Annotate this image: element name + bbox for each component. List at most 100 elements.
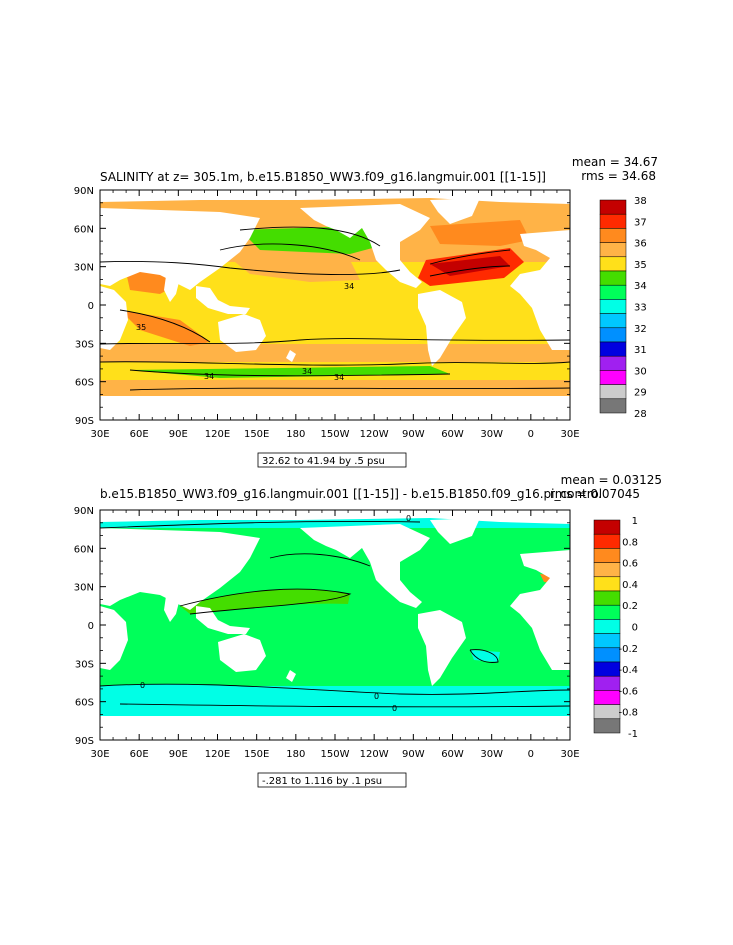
colorbar-label: 1 xyxy=(632,516,638,527)
colorbar-label: 0.4 xyxy=(622,580,638,591)
x-tick-label: 120W xyxy=(360,749,389,760)
x-tick-label: 30W xyxy=(480,429,503,440)
y-tick-label: 90S xyxy=(75,416,94,427)
x-tick-labels: 30E 60E 90E 120E 150E 180 150W 120W 90W 60W 30W 0 30… xyxy=(90,429,579,440)
x-tick-label: 60E xyxy=(130,749,149,760)
colorbar-swatch xyxy=(593,661,621,677)
colorbar-swatch xyxy=(599,370,627,385)
colorbar-swatch xyxy=(599,341,627,357)
x-tick-label: 30E xyxy=(90,429,109,440)
colorbar-swatch xyxy=(599,242,627,258)
colorbar: 1 0.8 0.6 0.4 0.2 0 -0.2 -0.4 -0.6 -0.8 -1 xyxy=(593,516,638,740)
colorbar-swatch xyxy=(593,718,621,734)
colorbar-label: 34 xyxy=(634,281,647,292)
ocean-band xyxy=(120,310,210,346)
colorbar-label: -0.4 xyxy=(618,665,638,676)
contour-label: 34 xyxy=(334,373,344,382)
ocean-band xyxy=(470,650,500,662)
ocean-band xyxy=(180,589,350,614)
x-tick-label: 30W xyxy=(480,749,503,760)
colorbar-swatch xyxy=(599,228,627,243)
x-tick-marks xyxy=(99,510,571,740)
x-tick-label: 90E xyxy=(169,429,188,440)
x-tick-label: 30E xyxy=(90,749,109,760)
colorbar-swatch xyxy=(593,690,621,705)
x-tick-label: 150E xyxy=(244,429,269,440)
x-tick-label: 60W xyxy=(441,749,464,760)
colorbar-label: 31 xyxy=(634,345,647,356)
stat-mean: mean = 34.67 xyxy=(572,155,658,169)
x-tick-label: 0 xyxy=(528,429,534,440)
x-tick-label: 60E xyxy=(130,429,149,440)
colorbar-swatch xyxy=(599,270,627,286)
colorbar-swatch xyxy=(593,675,621,691)
y-tick-label: 0 xyxy=(88,301,94,312)
x-tick-label: 150E xyxy=(244,749,269,760)
colorbar-swatch xyxy=(599,398,627,414)
y-tick-label: 30S xyxy=(75,659,94,670)
colorbar-label: 38 xyxy=(634,196,647,207)
y-tick-marks xyxy=(100,189,570,421)
x-tick-label: 30E xyxy=(560,749,579,760)
ocean-band xyxy=(100,684,570,718)
colorbar-label: -0.2 xyxy=(618,644,638,655)
y-tick-label: 30S xyxy=(75,339,94,350)
colorbar-swatch xyxy=(593,548,621,563)
colorbar-swatch xyxy=(593,519,621,535)
colorbar-swatch xyxy=(593,533,621,549)
stat-mean: mean = 0.03125 xyxy=(561,473,662,487)
colorbar-label: 28 xyxy=(634,409,647,420)
y-tick-labels: 90N 60N 30N 0 30S 60S 90S xyxy=(74,506,94,747)
colorbar-swatch xyxy=(599,327,627,343)
colorbar-swatch xyxy=(593,604,621,620)
contour-label: 0 xyxy=(140,681,145,690)
panel-title: SALINITY at z= 305.1m, b.e15.B1850_WW3.f… xyxy=(100,170,546,184)
y-tick-labels: 90N 60N 30N 0 30S 60S 90S xyxy=(74,186,94,427)
colorbar-label: 30 xyxy=(634,366,647,377)
x-tick-label: 90E xyxy=(169,749,188,760)
x-tick-label: 90W xyxy=(402,429,425,440)
contour-label-group: 34 35 34 34 34 xyxy=(136,282,354,382)
colorbar-swatch xyxy=(599,213,627,229)
x-tick-label: 0 xyxy=(528,749,534,760)
y-tick-marks xyxy=(100,509,570,741)
y-tick-label: 30N xyxy=(74,263,94,274)
colorbar-swatch xyxy=(599,284,627,300)
y-tick-label: 90S xyxy=(75,736,94,747)
x-tick-marks xyxy=(99,190,571,420)
colorbar-label: -0.6 xyxy=(618,686,638,697)
colorbar-label: 29 xyxy=(634,388,647,399)
y-tick-label: 60S xyxy=(75,698,94,709)
colorbar-swatch xyxy=(593,590,621,606)
colorbar-swatch xyxy=(599,199,627,215)
y-tick-label: 60N xyxy=(74,224,94,235)
contour-label: 0 xyxy=(392,704,397,713)
contour-label: 35 xyxy=(136,323,146,332)
colorbar-label: 35 xyxy=(634,260,647,271)
x-tick-label: 150W xyxy=(321,429,350,440)
contour-label: 0 xyxy=(374,692,379,701)
colorbar-swatch xyxy=(599,313,627,329)
x-tick-label: 120E xyxy=(205,429,230,440)
salinity-panel: 34 35 34 34 34 xyxy=(99,189,571,421)
colorbar-label: 0.6 xyxy=(622,559,638,570)
x-tick-label: 120W xyxy=(360,429,389,440)
range-note-box xyxy=(257,772,407,788)
colorbar-swatch xyxy=(593,562,621,578)
y-tick-label: 30N xyxy=(74,583,94,594)
x-tick-label: 180 xyxy=(286,749,305,760)
panel-title: b.e15.B1850_WW3.f09_g16.langmuir.001 [[1… xyxy=(100,487,602,501)
ocean-band xyxy=(220,248,360,282)
colorbar-swatch xyxy=(599,256,627,272)
contour-label-group: 0 0 0 0 xyxy=(140,514,411,713)
y-tick-label: 60S xyxy=(75,378,94,389)
contour-label: 0 xyxy=(406,514,411,523)
contour-label: 34 xyxy=(344,282,354,291)
x-tick-label: 30E xyxy=(560,429,579,440)
contour-lines xyxy=(99,521,571,708)
x-tick-label: 180 xyxy=(286,429,305,440)
x-tick-label: 150W xyxy=(321,749,350,760)
colorbar-swatch xyxy=(593,647,621,663)
range-note-box xyxy=(257,452,407,468)
